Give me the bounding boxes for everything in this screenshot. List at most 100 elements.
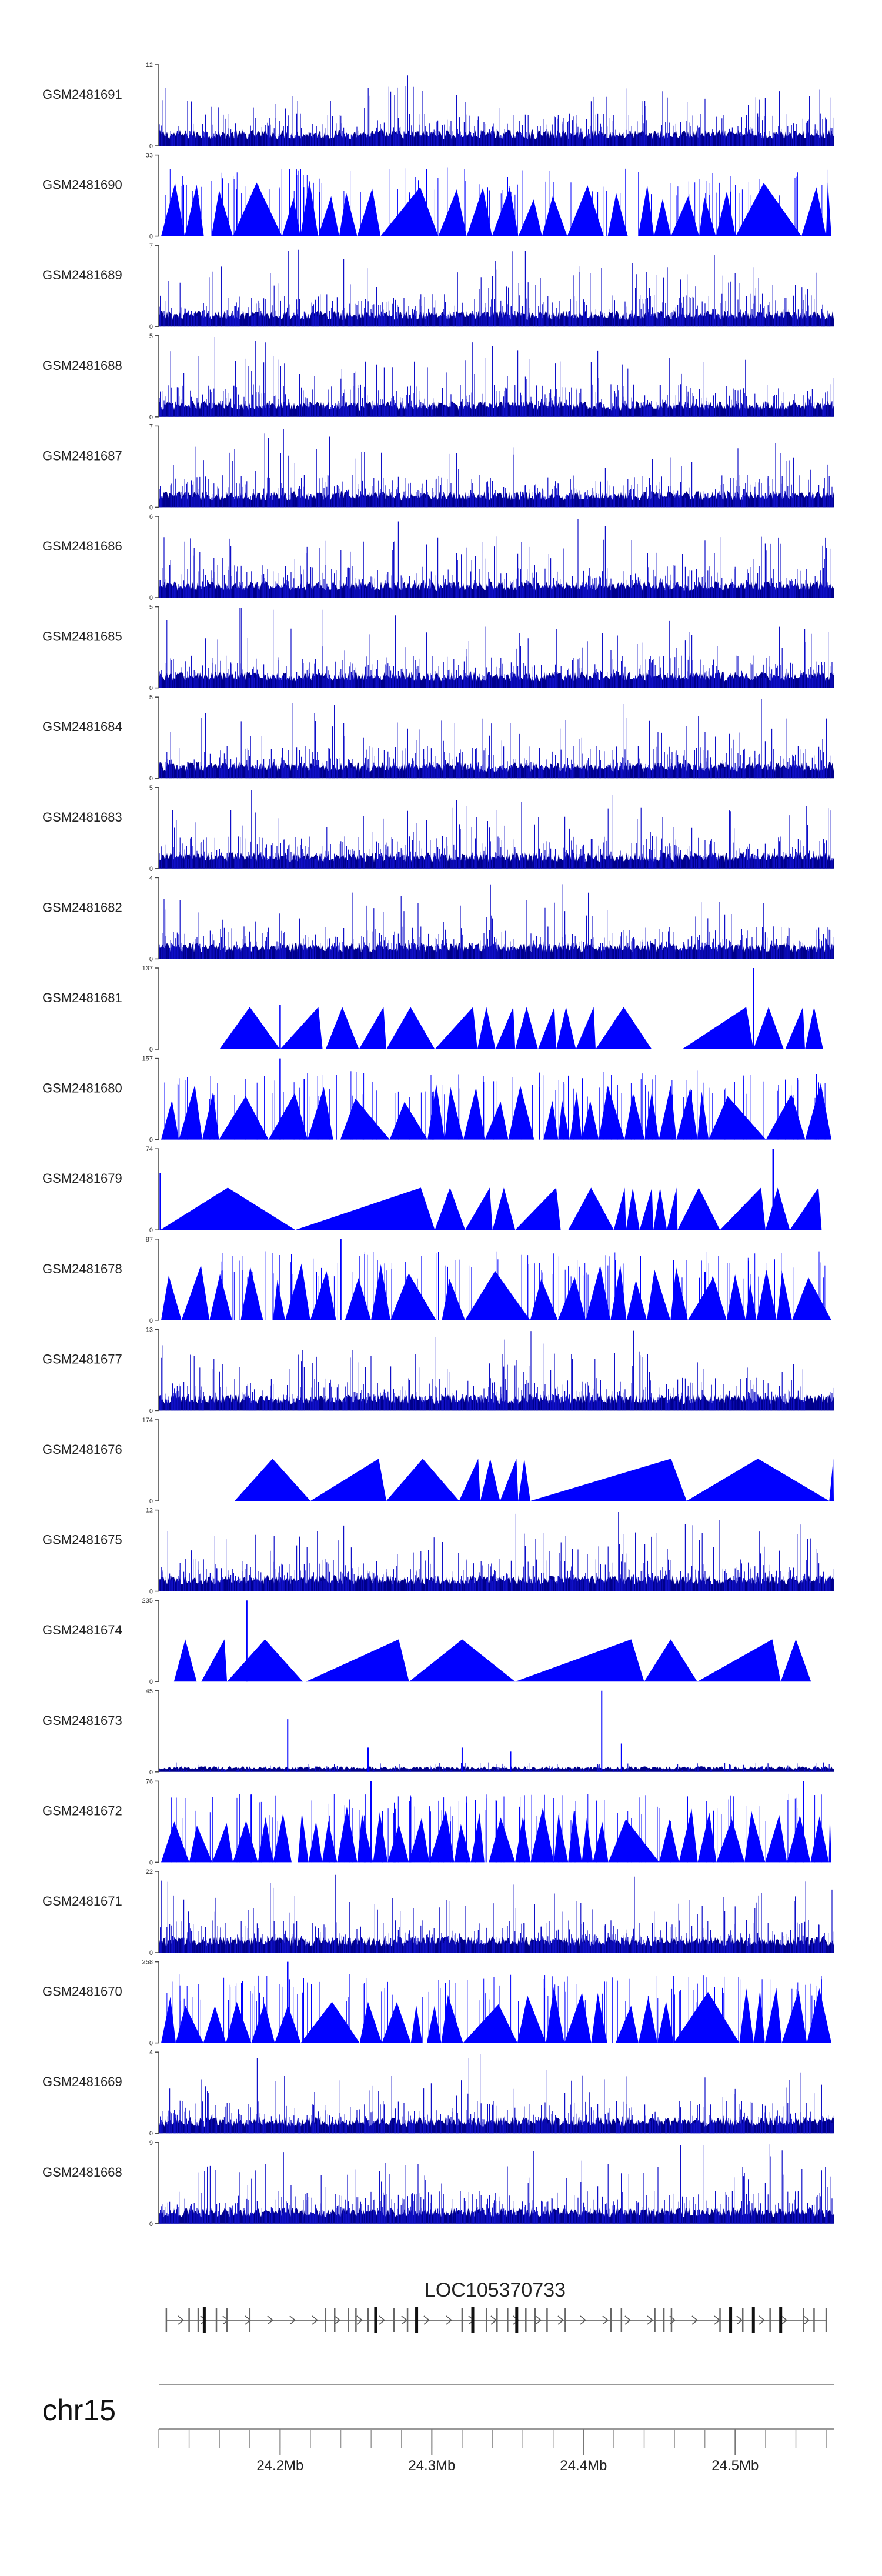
y-max-label: 5: [149, 333, 153, 340]
y-min-label: 0: [149, 2130, 153, 2137]
chromosome-label: chr15: [42, 2394, 116, 2427]
y-max-label: 45: [146, 1688, 153, 1695]
gene-label: LOC105370733: [425, 2279, 566, 2301]
signal-spikes: [171, 1793, 822, 1863]
y-max-label: 157: [142, 1056, 153, 1063]
signal-area: [173, 1639, 811, 1682]
coding-exon: [415, 2307, 419, 2333]
y-min-label: 0: [149, 504, 153, 511]
y-min-label: 0: [149, 595, 153, 602]
track-label: GSM2481676: [42, 1442, 122, 1457]
track-GSM2481686: GSM2481686 6 0: [42, 513, 834, 602]
y-min-label: 0: [149, 2221, 153, 2228]
track-label: GSM2481682: [42, 900, 122, 915]
strand-arrow: [267, 2315, 274, 2325]
y-max-label: 76: [146, 1778, 153, 1785]
signal-spikes: [159, 2144, 834, 2224]
track-GSM2481682: GSM2481682 4 0: [42, 875, 834, 963]
track-label: GSM2481675: [42, 1533, 122, 1547]
coding-exon: [374, 2307, 377, 2333]
y-max-label: 87: [146, 1236, 153, 1243]
y-max-label: 9: [149, 2140, 153, 2147]
strand-arrow: [602, 2315, 609, 2325]
y-min-label: 0: [149, 233, 153, 241]
signal-area: [219, 1007, 823, 1049]
ruler-tick-label: 24.4Mb: [560, 2458, 607, 2474]
strand-arrow: [624, 2315, 632, 2325]
signal-spikes: [159, 429, 833, 508]
signal-band: [159, 1936, 834, 1953]
y-max-label: 33: [146, 152, 153, 159]
coding-exon: [729, 2307, 733, 2333]
track-GSM2481680: GSM2481680 157 0: [42, 1056, 831, 1144]
track-label: GSM2481677: [42, 1352, 122, 1366]
y-max-label: 7: [149, 242, 153, 249]
y-max-label: 137: [142, 965, 153, 972]
signal-area: [161, 1263, 831, 1320]
track-GSM2481671: GSM2481671 22 0: [42, 1868, 834, 1957]
gene-track: LOC105370733: [165, 2279, 827, 2333]
signal-spikes: [159, 2054, 834, 2134]
y-min-label: 0: [149, 143, 153, 150]
track-GSM2481681: GSM2481681 137 0: [42, 965, 823, 1053]
track-GSM2481678: GSM2481678 87 0: [42, 1236, 831, 1324]
track-label: GSM2481670: [42, 1984, 122, 1999]
strand-arrow: [513, 2315, 520, 2325]
track-GSM2481679: GSM2481679 74 0: [42, 1146, 822, 1234]
signal-spikes: [159, 608, 834, 688]
track-label: GSM2481668: [42, 2165, 122, 2180]
track-label: GSM2481669: [42, 2074, 122, 2089]
signal-spikes: [197, 1251, 826, 1320]
strand-arrow: [781, 2315, 788, 2325]
y-max-label: 22: [146, 1868, 153, 1876]
y-min-label: 0: [149, 1950, 153, 1957]
strand-arrow: [557, 2315, 564, 2325]
track-label: GSM2481678: [42, 1262, 122, 1276]
y-max-label: 5: [149, 694, 153, 701]
signal-spikes: [159, 1512, 834, 1591]
strand-arrow: [222, 2315, 229, 2325]
strand-arrow: [736, 2315, 743, 2325]
y-min-label: 0: [149, 1317, 153, 1324]
y-min-label: 0: [149, 1769, 153, 1776]
strand-arrow: [803, 2315, 810, 2325]
track-GSM2481670: GSM2481670 258 0: [42, 1959, 831, 2047]
track-GSM2481675: GSM2481675 12 0: [42, 1507, 834, 1596]
y-min-label: 0: [149, 1046, 153, 1053]
track-GSM2481690: GSM2481690 33 0: [42, 152, 831, 241]
y-min-label: 0: [149, 1498, 153, 1505]
track-GSM2481684: GSM2481684 5 0: [42, 694, 834, 782]
signal-band: [159, 762, 834, 779]
strand-arrow: [334, 2315, 341, 2325]
signal-spikes: [159, 249, 831, 327]
strand-arrow: [356, 2315, 363, 2325]
track-GSM2481688: GSM2481688 5 0: [42, 333, 834, 421]
track-GSM2481669: GSM2481669 4 0: [42, 2049, 834, 2137]
coding-exon: [751, 2307, 755, 2333]
y-max-label: 12: [146, 62, 153, 69]
y-min-label: 0: [149, 956, 153, 963]
strand-arrow: [423, 2315, 430, 2325]
strand-arrow: [535, 2315, 542, 2325]
track-label: GSM2481679: [42, 1171, 122, 1186]
strand-arrow: [289, 2315, 296, 2325]
y-min-label: 0: [149, 866, 153, 873]
signal-spikes: [159, 337, 834, 417]
strand-arrow: [379, 2315, 386, 2325]
signal-spikes: [159, 790, 833, 869]
track-GSM2481674: GSM2481674 235 0: [42, 1597, 811, 1686]
signal-spikes: [165, 167, 828, 236]
track-GSM2481676: GSM2481676 174 0: [42, 1417, 834, 1505]
y-min-label: 0: [149, 2040, 153, 2047]
strand-arrow: [178, 2315, 185, 2325]
y-min-label: 0: [149, 414, 153, 421]
y-max-label: 235: [142, 1597, 153, 1604]
coding-exon: [515, 2307, 519, 2333]
y-min-label: 0: [149, 1679, 153, 1686]
signal-spikes: [166, 1974, 822, 2043]
y-max-label: 4: [149, 875, 153, 882]
y-max-label: 6: [149, 513, 153, 520]
signal-spikes: [159, 699, 831, 779]
track-label: GSM2481681: [42, 990, 122, 1005]
